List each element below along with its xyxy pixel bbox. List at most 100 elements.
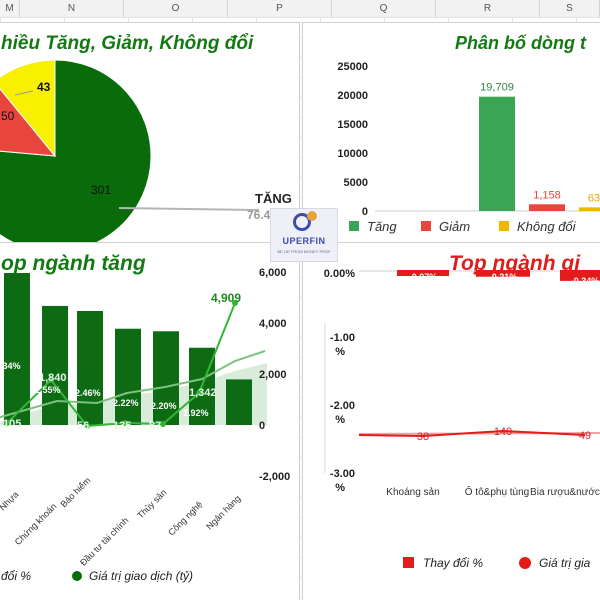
pie-label-giam: 50: [1, 109, 15, 123]
pie-slice-giam[interactable]: [0, 82, 57, 157]
flow-chart-panel[interactable]: Phân bố dòng t 25000 20000 15000 10000 5…: [302, 22, 600, 243]
flow-y-tick: 25000: [337, 61, 368, 73]
top-up-value-point[interactable]: [160, 421, 166, 427]
legend-label-doi-pct: đổi %: [1, 569, 31, 583]
legend-swatch-khong-doi: [499, 221, 509, 231]
column-header[interactable]: Q: [332, 0, 436, 17]
pie-leader-line: [118, 207, 260, 211]
legend-swatch-gia-tri: [72, 571, 82, 581]
top-down-bar[interactable]: [560, 270, 600, 281]
top-up-category-label: Đầu tư tài chính: [78, 515, 130, 567]
top-down-category-label: Ô tô&phụ tùng: [465, 485, 530, 498]
top-up-value-point[interactable]: [196, 390, 202, 396]
column-header[interactable]: R: [436, 0, 540, 17]
top-up-value-point[interactable]: [4, 420, 10, 426]
top-down-combo-chart: Top ngành gi 0.00% -1.00 % -2.00 % -3.00…: [324, 252, 600, 570]
top-up-y-tick: 2,000: [259, 369, 287, 381]
column-header[interactable]: M: [0, 0, 20, 17]
top-up-bar[interactable]: [153, 331, 179, 425]
pie-slices: [0, 59, 152, 242]
top-down-value-line: [358, 429, 586, 438]
top-up-pct-label: 2.55%: [35, 385, 61, 395]
top-down-category-label: Bia rượu&nước giải khát: [530, 487, 600, 498]
top-up-pct-label: 2.20%: [151, 401, 177, 411]
legend-label-thay-doi: Thay đổi %: [423, 556, 483, 570]
flow-bar-label: 19,709: [480, 82, 514, 94]
column-header[interactable]: N: [20, 0, 124, 17]
flow-bar-chart: Phân bố dòng t 25000 20000 15000 10000 5…: [337, 33, 600, 234]
top-up-value-point[interactable]: [122, 420, 128, 426]
pie-callout-label: TĂNG: [255, 191, 292, 206]
top-down-pct-label: -0.21%: [489, 272, 518, 282]
top-up-value-point[interactable]: [48, 377, 54, 383]
top-down-value-label: 49: [579, 430, 591, 442]
top-up-bar[interactable]: [4, 273, 30, 425]
top-up-chart-title: op ngành tăng: [1, 252, 146, 275]
top-down-bar[interactable]: [476, 270, 530, 277]
top-up-value-label: 56: [77, 420, 89, 432]
legend-label-khong-doi: Không đổi: [517, 219, 577, 234]
top-down-y-tick: -3.00: [330, 468, 355, 480]
flow-bar-khong-doi[interactable]: [579, 207, 600, 211]
coin-icon: [307, 211, 317, 221]
top-up-line-series: [0, 300, 266, 429]
top-up-value-label: 87: [149, 420, 161, 432]
top-down-pct-label: -0.34%: [571, 276, 600, 286]
column-header[interactable]: O: [124, 0, 228, 17]
legend-label-gia-tri: Giá trị gia: [539, 556, 591, 570]
top-up-bar[interactable]: [42, 305, 68, 425]
top-up-category-label: Ngân hàng: [204, 493, 242, 531]
top-down-category-label: Khoáng sản: [386, 487, 439, 498]
top-up-pct-label: 2.46%: [75, 388, 101, 398]
pie-slice-tang[interactable]: [0, 59, 152, 242]
top-up-value-point[interactable]: [84, 423, 90, 429]
legend-label-gia-tri: Giá trị giao dịch (tỷ): [89, 569, 193, 583]
top-up-value-point[interactable]: [232, 300, 238, 306]
flow-bar-label: 1,158: [533, 189, 561, 201]
top-down-chart-title: Top ngành gi: [449, 252, 581, 275]
column-header[interactable]: S: [540, 0, 600, 17]
top-up-pct-label: 1.42%: [221, 426, 247, 436]
top-up-pct-label: 2.34%: [0, 361, 21, 371]
pie-chart: hiều Tăng, Giảm, Không đổi 301 50 43 TĂN…: [0, 33, 292, 242]
logo-tagline: BE LIE FROM MONEY PROF: [277, 249, 331, 254]
pie-chart-panel[interactable]: hiều Tăng, Giảm, Không đổi 301 50 43 TĂN…: [0, 22, 300, 243]
pie-callout-value: 76.4: [247, 208, 271, 222]
top-up-bar[interactable]: [226, 379, 252, 425]
top-down-chart-panel[interactable]: Top ngành gi 0.00% -1.00 % -2.00 % -3.00…: [302, 242, 600, 600]
legend-swatch-tang: [349, 221, 359, 231]
top-down-pct-label: -0.07%: [409, 272, 438, 282]
top-up-pct-label: 2.22%: [113, 398, 139, 408]
top-up-chart-panel[interactable]: op ngành tăng 105 1,840 56 135 87 1,342 4,909 2…: [0, 242, 300, 600]
top-up-pct-label: 1.92%: [183, 408, 209, 418]
pie-slice-khong-doi[interactable]: [0, 59, 56, 158]
logo-name: UPERFIN: [282, 236, 326, 246]
top-down-y-tick: 0.00%: [324, 268, 355, 280]
column-header[interactable]: P: [228, 0, 332, 17]
top-up-bar[interactable]: [115, 328, 141, 425]
top-down-value-label: 140: [494, 426, 512, 438]
top-down-y-tick: %: [335, 482, 345, 494]
top-up-value-label: 1,342: [189, 387, 217, 399]
legend-swatch-gia-tri: [519, 557, 531, 569]
top-up-trend-line: [0, 350, 266, 419]
flow-bar-tang[interactable]: [479, 96, 515, 211]
top-up-y-tick: 0: [259, 420, 265, 432]
flow-bar-label: 630: [588, 192, 600, 204]
legend-swatch-giam: [421, 221, 431, 231]
top-down-value-label: 38: [417, 431, 429, 443]
pie-label-tang: 301: [91, 183, 111, 197]
flow-y-tick: 5000: [344, 177, 368, 189]
top-up-bar[interactable]: [77, 311, 103, 425]
top-down-y-tick: -2.00: [330, 400, 355, 412]
flow-bar-giam[interactable]: [529, 204, 565, 211]
top-up-category-label: Bảo hiểm: [58, 475, 92, 509]
top-up-y-tick: 6,000: [259, 267, 287, 279]
top-up-value-label: 4,909: [211, 291, 241, 305]
uperfin-logo: UPERFIN BE LIE FROM MONEY PROF: [270, 208, 338, 262]
top-down-bar[interactable]: [397, 270, 449, 276]
flow-y-tick: 0: [362, 206, 368, 218]
